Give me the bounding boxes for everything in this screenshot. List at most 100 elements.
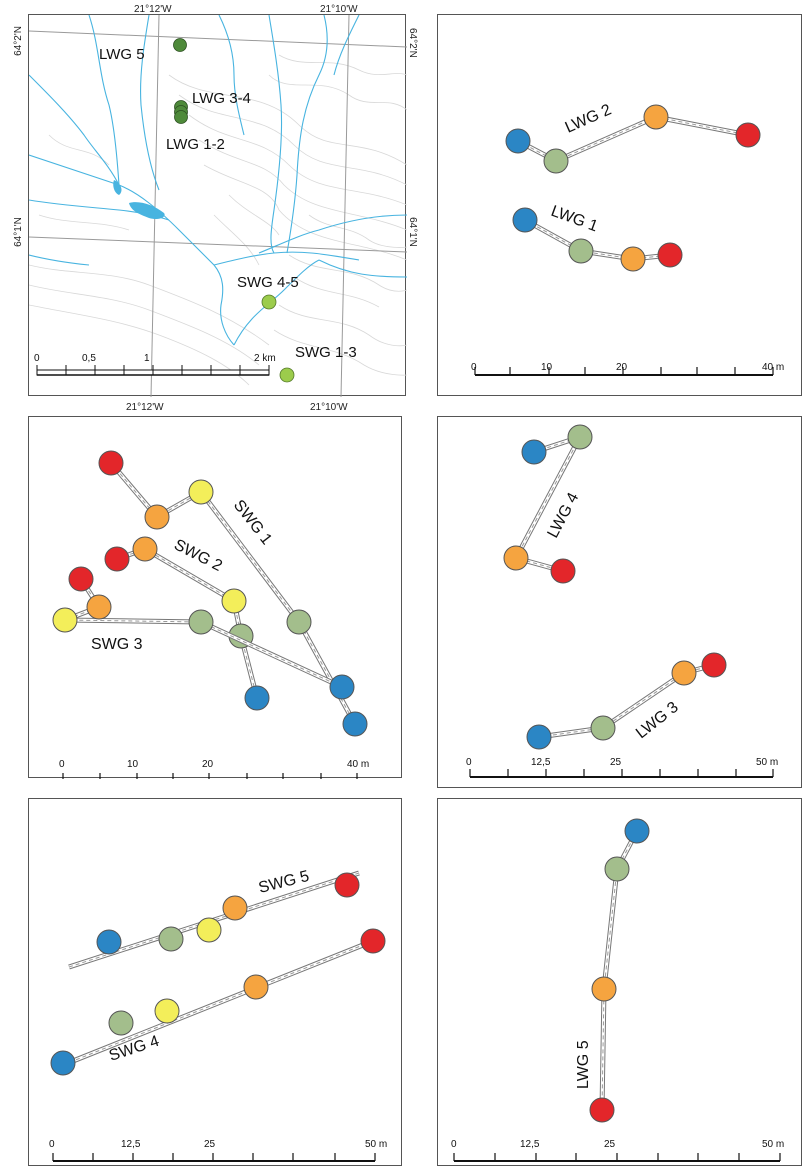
- transect-line-dash: [515, 436, 582, 572]
- coord-left-bottom: 64°1'N: [13, 217, 24, 247]
- plot-point-blue: [342, 711, 368, 737]
- transect-swg-5: [68, 870, 360, 970]
- transect-lwg-4: [503, 424, 593, 584]
- plot-point-red: [104, 546, 130, 572]
- plot-point-orange: [643, 104, 669, 130]
- transect-swg-2: [104, 536, 270, 711]
- scale-tick-0: 0: [466, 757, 472, 768]
- plot-point-blue: [505, 128, 531, 154]
- transect-lwg-5: [589, 818, 650, 1123]
- scale-tick-40m: 40 m: [347, 759, 369, 770]
- panel-lwg-5: LWG 5 0 12,5 25 50 m: [437, 798, 802, 1166]
- plot-point-orange: [620, 246, 646, 272]
- plot-point-green: [108, 1010, 134, 1036]
- site-label-lwg5: LWG 5: [99, 46, 145, 63]
- scale-tick-20: 20: [616, 362, 628, 373]
- overview-scale-tick-2km: 2 km: [254, 353, 276, 364]
- panel-lwg-1-2-plot: LWG 2 LWG 1 0 10 20 40 m: [471, 101, 784, 376]
- scale-bar-swg-4-5: [52, 1153, 376, 1162]
- coord-right-top: 64°2'N: [407, 28, 418, 58]
- overview-scale-tick-1: 1: [144, 353, 150, 364]
- plot-point-orange: [671, 660, 697, 686]
- plot-point-blue: [521, 439, 547, 465]
- coord-bottom-left: 21°12'W: [126, 402, 164, 413]
- coord-left-top: 64°2'N: [13, 26, 24, 56]
- plot-point-green: [286, 609, 312, 635]
- scale-tick-50m: 50 m: [762, 1139, 784, 1150]
- plot-point-orange: [591, 976, 617, 1002]
- rivers: [29, 15, 407, 346]
- transect-line-dash: [68, 872, 360, 968]
- transect-label-swg-3: SWG 3: [91, 636, 143, 653]
- panel-swg-1-3-plot: SWG 1 SWG 2 SWG 3 0 10 20 40 m: [52, 450, 369, 779]
- scale-tick-0: 0: [451, 1139, 457, 1150]
- panel-swg-4-5-plot: SWG 5 SWG 4 0 12,5 25 50 m: [49, 868, 387, 1162]
- plot-point-orange: [144, 504, 170, 530]
- plot-point-orange: [132, 536, 158, 562]
- site-marker-lwg5: [173, 38, 187, 52]
- site-label-swg1-3: SWG 1-3: [295, 344, 357, 361]
- scale-tick-25: 25: [610, 757, 622, 768]
- overview-scale-bar: 0 0,5 1 2 km: [34, 353, 276, 376]
- scale-bar-lwg-3-4: [469, 769, 774, 778]
- scale-bar-swg-1-3: [62, 773, 358, 779]
- plot-point-orange: [222, 895, 248, 921]
- scale-tick-20: 20: [202, 759, 214, 770]
- transect-line-dash: [538, 664, 715, 738]
- scale-tick-10: 10: [127, 759, 139, 770]
- plot-point-red: [589, 1097, 615, 1123]
- plot-point-blue: [96, 929, 122, 955]
- panel-swg-4-5: SWG 5 SWG 4 0 12,5 25 50 m: [28, 798, 402, 1166]
- overview-map-panel: 0 0,5 1 2 km LWG 5 LWG 3-4 LWG 1-2 SWG 4…: [28, 14, 407, 397]
- plot-point-yellow: [196, 917, 222, 943]
- scale-tick-25: 25: [204, 1139, 216, 1150]
- site-label-lwg1-2: LWG 1-2: [166, 136, 225, 153]
- plot-point-orange: [243, 974, 269, 1000]
- plot-point-blue: [512, 207, 538, 233]
- scale-bar-lwg-1-2: [474, 367, 774, 376]
- transect-line-inner: [62, 939, 374, 1067]
- plot-point-green: [590, 715, 616, 741]
- coord-right-bottom: 64°1'N: [407, 217, 418, 247]
- site-markers: [173, 38, 295, 383]
- plot-point-red: [735, 122, 761, 148]
- plot-point-blue: [624, 818, 650, 844]
- plot-point-red: [657, 242, 683, 268]
- overview-map: 0 0,5 1 2 km LWG 5 LWG 3-4 LWG 1-2 SWG 4…: [29, 15, 407, 397]
- plot-point-blue: [526, 724, 552, 750]
- plot-point-orange: [503, 545, 529, 571]
- plot-point-green: [567, 424, 593, 450]
- plot-point-red: [98, 450, 124, 476]
- plot-point-blue: [50, 1050, 76, 1076]
- scale-tick-0: 0: [471, 362, 477, 373]
- transect-label-lwg-5: LWG 5: [575, 1040, 592, 1089]
- transect-swg-1: [98, 450, 368, 737]
- site-label-swg4-5: SWG 4-5: [237, 274, 299, 291]
- transect-lwg-1: [512, 207, 683, 272]
- transect-lwg-2: [505, 104, 761, 174]
- scale-bar-lwg-5: [453, 1153, 781, 1162]
- transect-label-lwg-1: LWG 1: [549, 203, 601, 236]
- scale-tick-10: 10: [541, 362, 553, 373]
- scale-tick-50m: 50 m: [365, 1139, 387, 1150]
- lake: [129, 202, 165, 220]
- panel-lwg-5-plot: LWG 5 0 12,5 25 50 m: [451, 818, 784, 1162]
- plot-point-red: [334, 872, 360, 898]
- site-marker-lwg1-2: [174, 110, 188, 124]
- panel-swg-1-3: SWG 1 SWG 2 SWG 3 0 10 20 40 m: [28, 416, 402, 779]
- scale-tick-40m: 40 m: [762, 362, 784, 373]
- plot-point-green: [568, 238, 594, 264]
- scale-tick-125: 12,5: [531, 757, 551, 768]
- scale-tick-25: 25: [604, 1139, 616, 1150]
- plot-point-yellow: [52, 607, 78, 633]
- panel-lwg-3-4-plot: LWG 4 LWG 3 0 12,5 25 50 m: [466, 424, 778, 778]
- coord-bottom-right: 21°10'W: [310, 402, 348, 413]
- transect-line-dash: [116, 548, 258, 699]
- site-label-lwg3-4: LWG 3-4: [192, 90, 251, 107]
- transect-swg-4: [50, 928, 386, 1076]
- plot-point-red: [360, 928, 386, 954]
- plot-point-green: [188, 609, 214, 635]
- plot-point-yellow: [154, 998, 180, 1024]
- plot-point-green: [604, 856, 630, 882]
- contour-lines: [29, 54, 407, 386]
